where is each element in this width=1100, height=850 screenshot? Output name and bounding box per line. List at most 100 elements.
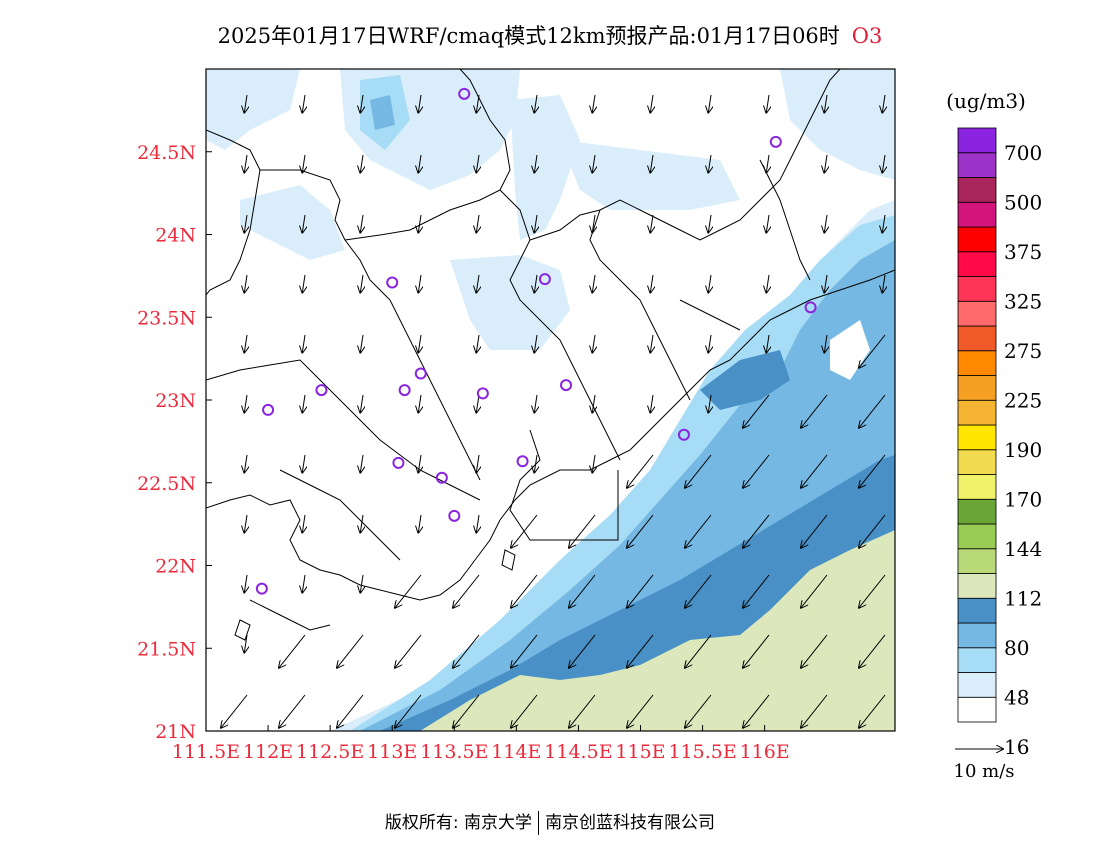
wind-arrow — [824, 334, 827, 353]
wind-arrow — [244, 274, 247, 293]
wind-arrow — [743, 694, 770, 728]
wind-arrow — [824, 274, 827, 293]
wind-arrow — [627, 514, 654, 548]
wind-arrow — [534, 94, 537, 113]
wind-arrow — [824, 154, 827, 173]
wind-arrow — [360, 394, 363, 413]
station-marker — [435, 471, 448, 484]
wind-arrow — [685, 514, 712, 548]
footer-copyright: 版权所有: 南京大学 — [384, 813, 533, 833]
wind-arrow — [801, 514, 828, 548]
wind-arrow — [511, 694, 538, 728]
x-tick-label: 115.5E — [668, 741, 736, 763]
y-axis: 21N 21.5N 22N 22.5N 23N 23.5N 24N 24.5N — [137, 142, 212, 743]
wind-arrow — [302, 334, 305, 353]
wind-arrow — [418, 454, 421, 473]
colorbar-level-label: 325 — [1004, 289, 1042, 313]
x-tick-label: 112.5E — [296, 741, 364, 763]
wind-arrow — [302, 574, 305, 593]
colorbar-swatch — [957, 375, 997, 401]
wind-vectors — [221, 94, 886, 728]
wind-arrow — [766, 274, 769, 293]
wind-arrow — [650, 94, 653, 113]
station-marker — [476, 387, 489, 400]
colorbar-swatch — [957, 622, 997, 649]
wind-arrow — [395, 694, 422, 728]
station-marker — [516, 455, 529, 468]
wind-arrow — [476, 334, 479, 353]
x-tick-label: 114E — [491, 741, 541, 763]
wind-arrow — [511, 514, 538, 548]
wind-arrow — [360, 274, 363, 293]
footer-company: 南京创蓝科技有限公司 — [545, 813, 716, 833]
x-tick-label: 114.5E — [544, 741, 612, 763]
wind-arrow — [337, 634, 364, 668]
wind-arrow — [743, 454, 770, 488]
station-marker — [255, 582, 268, 595]
wind-arrow — [708, 214, 711, 233]
station-marker — [677, 428, 690, 441]
colorbar-level-label: 48 — [1004, 685, 1029, 709]
wind-arrow — [244, 94, 247, 113]
colorbar-level-label: 500 — [1004, 190, 1042, 214]
wind-arrow — [766, 94, 769, 113]
wind-arrow — [511, 574, 538, 608]
wind-arrow — [302, 214, 305, 233]
colorbar-swatch — [957, 251, 997, 277]
wind-arrow — [418, 274, 421, 293]
wind-arrow — [708, 274, 711, 293]
wind-arrow — [279, 694, 306, 728]
colorbar-swatch — [957, 449, 997, 475]
wind-arrow — [650, 214, 653, 233]
station-marker — [315, 384, 328, 397]
station-marker — [458, 87, 471, 100]
colorbar-level-label: 112 — [1004, 586, 1042, 610]
wind-arrow — [418, 154, 421, 173]
ozone-field-144-170 — [420, 530, 895, 731]
wind-arrow — [244, 394, 247, 413]
title-main: 2025年01月17日WRF/cmaq模式12km预报产品:01月17日06时 — [217, 24, 840, 48]
station-marker — [414, 367, 427, 380]
wind-arrow — [569, 694, 596, 728]
station-marker — [769, 135, 782, 148]
wind-arrow — [627, 454, 654, 488]
wind-legend: 10 m/s — [954, 749, 1015, 782]
wind-legend-label: 10 m/s — [954, 761, 1015, 782]
wind-arrow — [534, 154, 537, 173]
wind-arrow — [244, 154, 247, 173]
y-tick-label: 24.5N — [137, 142, 196, 164]
wind-arrow — [859, 514, 886, 548]
wind-arrow — [685, 634, 712, 668]
x-tick-label: 111.5E — [172, 741, 240, 763]
wind-arrow — [743, 574, 770, 608]
x-tick-label: 113.5E — [420, 741, 488, 763]
colorbar-swatch — [957, 597, 997, 624]
wind-arrow — [859, 694, 886, 728]
wind-arrow — [859, 334, 886, 368]
wind-arrow — [859, 454, 886, 488]
wind-arrow — [685, 694, 712, 728]
wind-arrow — [221, 694, 248, 728]
wind-arrow — [476, 274, 479, 293]
wind-arrow — [534, 274, 537, 293]
wind-arrow — [244, 214, 247, 233]
wind-arrow — [418, 514, 421, 533]
wind-arrow — [476, 454, 479, 473]
wind-arrow — [569, 634, 596, 668]
colorbar-level-label: 225 — [1004, 388, 1042, 412]
colorbar-level-label: 170 — [1004, 487, 1042, 511]
wind-arrow — [418, 94, 421, 113]
wind-arrow — [244, 634, 247, 653]
wind-arrow — [743, 514, 770, 548]
y-tick-label: 23N — [155, 390, 196, 412]
wind-arrow — [395, 574, 422, 608]
wind-arrow — [708, 394, 711, 413]
colorbar-swatch — [957, 498, 997, 525]
station-marker — [262, 403, 275, 416]
colorbar-level-label: 275 — [1004, 339, 1042, 363]
wind-arrow — [569, 574, 596, 608]
wind-arrow — [279, 634, 306, 668]
wind-arrow — [453, 694, 480, 728]
wind-arrow — [534, 454, 537, 473]
